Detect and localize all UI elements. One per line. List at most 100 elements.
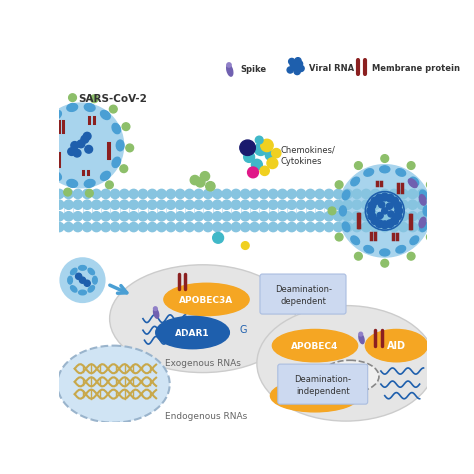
Circle shape bbox=[157, 189, 166, 199]
Circle shape bbox=[120, 222, 129, 232]
Circle shape bbox=[82, 212, 92, 221]
Circle shape bbox=[147, 212, 157, 221]
Text: Chemokines/
Cytokines: Chemokines/ Cytokines bbox=[280, 145, 335, 166]
Circle shape bbox=[32, 160, 40, 168]
Circle shape bbox=[77, 140, 85, 148]
Text: U: U bbox=[179, 332, 186, 342]
Circle shape bbox=[82, 189, 92, 199]
Circle shape bbox=[91, 95, 98, 102]
Circle shape bbox=[129, 212, 138, 221]
Circle shape bbox=[64, 212, 73, 221]
Ellipse shape bbox=[109, 265, 296, 373]
Ellipse shape bbox=[338, 164, 431, 257]
Ellipse shape bbox=[67, 180, 78, 187]
Circle shape bbox=[129, 200, 138, 210]
Circle shape bbox=[110, 200, 120, 210]
Circle shape bbox=[375, 194, 383, 202]
Circle shape bbox=[381, 259, 389, 267]
Ellipse shape bbox=[41, 123, 50, 134]
Ellipse shape bbox=[419, 190, 427, 200]
Circle shape bbox=[324, 189, 334, 199]
Ellipse shape bbox=[41, 157, 50, 167]
Ellipse shape bbox=[156, 316, 229, 349]
Circle shape bbox=[82, 200, 92, 210]
Circle shape bbox=[343, 222, 352, 232]
Circle shape bbox=[147, 189, 157, 199]
Circle shape bbox=[296, 61, 302, 67]
Circle shape bbox=[138, 200, 147, 210]
Circle shape bbox=[335, 233, 343, 241]
Ellipse shape bbox=[227, 64, 233, 76]
Circle shape bbox=[394, 202, 401, 210]
Text: APOBEC3G: APOBEC3G bbox=[288, 392, 342, 401]
Circle shape bbox=[231, 200, 241, 210]
Ellipse shape bbox=[380, 249, 390, 256]
Circle shape bbox=[75, 273, 82, 279]
Circle shape bbox=[250, 189, 259, 199]
Circle shape bbox=[315, 222, 324, 232]
Circle shape bbox=[92, 189, 101, 199]
Circle shape bbox=[129, 189, 138, 199]
Ellipse shape bbox=[257, 306, 435, 421]
Circle shape bbox=[352, 200, 362, 210]
Circle shape bbox=[92, 222, 101, 232]
Circle shape bbox=[265, 151, 275, 160]
Circle shape bbox=[377, 212, 383, 219]
Ellipse shape bbox=[419, 195, 426, 205]
Text: G: G bbox=[239, 325, 246, 335]
Circle shape bbox=[154, 307, 157, 310]
Circle shape bbox=[64, 200, 73, 210]
Ellipse shape bbox=[88, 268, 94, 274]
Text: AID: AID bbox=[387, 341, 406, 351]
Text: Deamination-
independent: Deamination- independent bbox=[294, 375, 351, 396]
Ellipse shape bbox=[71, 286, 77, 292]
Circle shape bbox=[371, 222, 380, 232]
Ellipse shape bbox=[38, 140, 46, 151]
Circle shape bbox=[334, 212, 343, 221]
Circle shape bbox=[213, 222, 222, 232]
Circle shape bbox=[138, 212, 147, 221]
Circle shape bbox=[250, 212, 259, 221]
Circle shape bbox=[61, 259, 104, 302]
Circle shape bbox=[34, 118, 42, 126]
Circle shape bbox=[407, 252, 415, 260]
Circle shape bbox=[399, 200, 408, 210]
FancyBboxPatch shape bbox=[278, 364, 368, 404]
Circle shape bbox=[390, 189, 399, 199]
Circle shape bbox=[417, 222, 427, 232]
Circle shape bbox=[268, 222, 278, 232]
Circle shape bbox=[227, 63, 231, 67]
Circle shape bbox=[268, 189, 278, 199]
Circle shape bbox=[296, 222, 306, 232]
Circle shape bbox=[120, 189, 129, 199]
Circle shape bbox=[390, 222, 399, 232]
Circle shape bbox=[362, 200, 371, 210]
Circle shape bbox=[109, 105, 117, 113]
Circle shape bbox=[278, 222, 287, 232]
Circle shape bbox=[203, 200, 213, 210]
Text: Deamination-
dependent: Deamination- dependent bbox=[275, 285, 332, 306]
Circle shape bbox=[386, 194, 394, 202]
Circle shape bbox=[417, 189, 427, 199]
Circle shape bbox=[166, 200, 175, 210]
Circle shape bbox=[278, 189, 287, 199]
Ellipse shape bbox=[57, 346, 170, 423]
Circle shape bbox=[166, 222, 175, 232]
Ellipse shape bbox=[419, 222, 427, 232]
Circle shape bbox=[73, 149, 81, 157]
Circle shape bbox=[388, 211, 394, 217]
Ellipse shape bbox=[68, 276, 73, 284]
Circle shape bbox=[206, 182, 215, 191]
Circle shape bbox=[294, 68, 300, 74]
Circle shape bbox=[85, 146, 92, 153]
Ellipse shape bbox=[79, 265, 86, 270]
Ellipse shape bbox=[410, 177, 419, 186]
Circle shape bbox=[371, 197, 379, 205]
Text: Exogenous RNAs: Exogenous RNAs bbox=[164, 359, 241, 368]
Circle shape bbox=[241, 222, 250, 232]
Circle shape bbox=[408, 189, 417, 199]
Ellipse shape bbox=[342, 222, 350, 232]
Text: APOBEC3A: APOBEC3A bbox=[179, 296, 234, 305]
Circle shape bbox=[241, 189, 250, 199]
Ellipse shape bbox=[112, 123, 120, 134]
